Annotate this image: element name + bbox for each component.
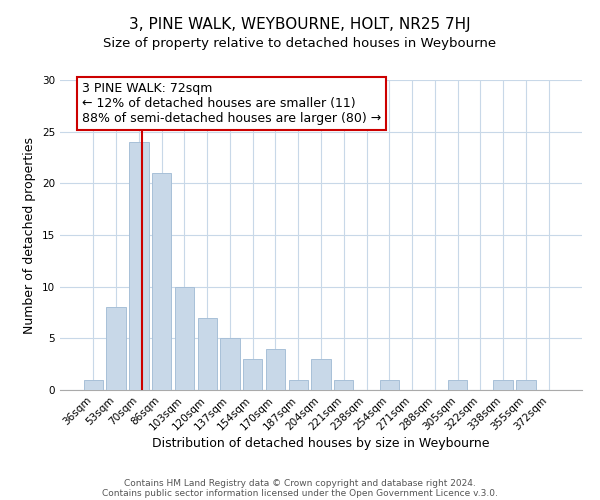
Bar: [493, 380, 513, 390]
Bar: [289, 380, 308, 390]
Bar: [516, 380, 536, 390]
Bar: [243, 359, 262, 390]
Text: Size of property relative to detached houses in Weybourne: Size of property relative to detached ho…: [103, 38, 497, 51]
Bar: [266, 348, 285, 390]
Bar: [106, 308, 126, 390]
Bar: [334, 380, 353, 390]
Bar: [152, 173, 172, 390]
Text: 3, PINE WALK, WEYBOURNE, HOLT, NR25 7HJ: 3, PINE WALK, WEYBOURNE, HOLT, NR25 7HJ: [129, 18, 471, 32]
Bar: [84, 380, 103, 390]
Bar: [220, 338, 239, 390]
X-axis label: Distribution of detached houses by size in Weybourne: Distribution of detached houses by size …: [152, 438, 490, 450]
Bar: [380, 380, 399, 390]
Text: 3 PINE WALK: 72sqm
← 12% of detached houses are smaller (11)
88% of semi-detache: 3 PINE WALK: 72sqm ← 12% of detached hou…: [82, 82, 381, 125]
Bar: [175, 286, 194, 390]
Text: Contains HM Land Registry data © Crown copyright and database right 2024.: Contains HM Land Registry data © Crown c…: [124, 478, 476, 488]
Bar: [197, 318, 217, 390]
Text: Contains public sector information licensed under the Open Government Licence v.: Contains public sector information licen…: [102, 488, 498, 498]
Bar: [129, 142, 149, 390]
Y-axis label: Number of detached properties: Number of detached properties: [23, 136, 37, 334]
Bar: [448, 380, 467, 390]
Bar: [311, 359, 331, 390]
